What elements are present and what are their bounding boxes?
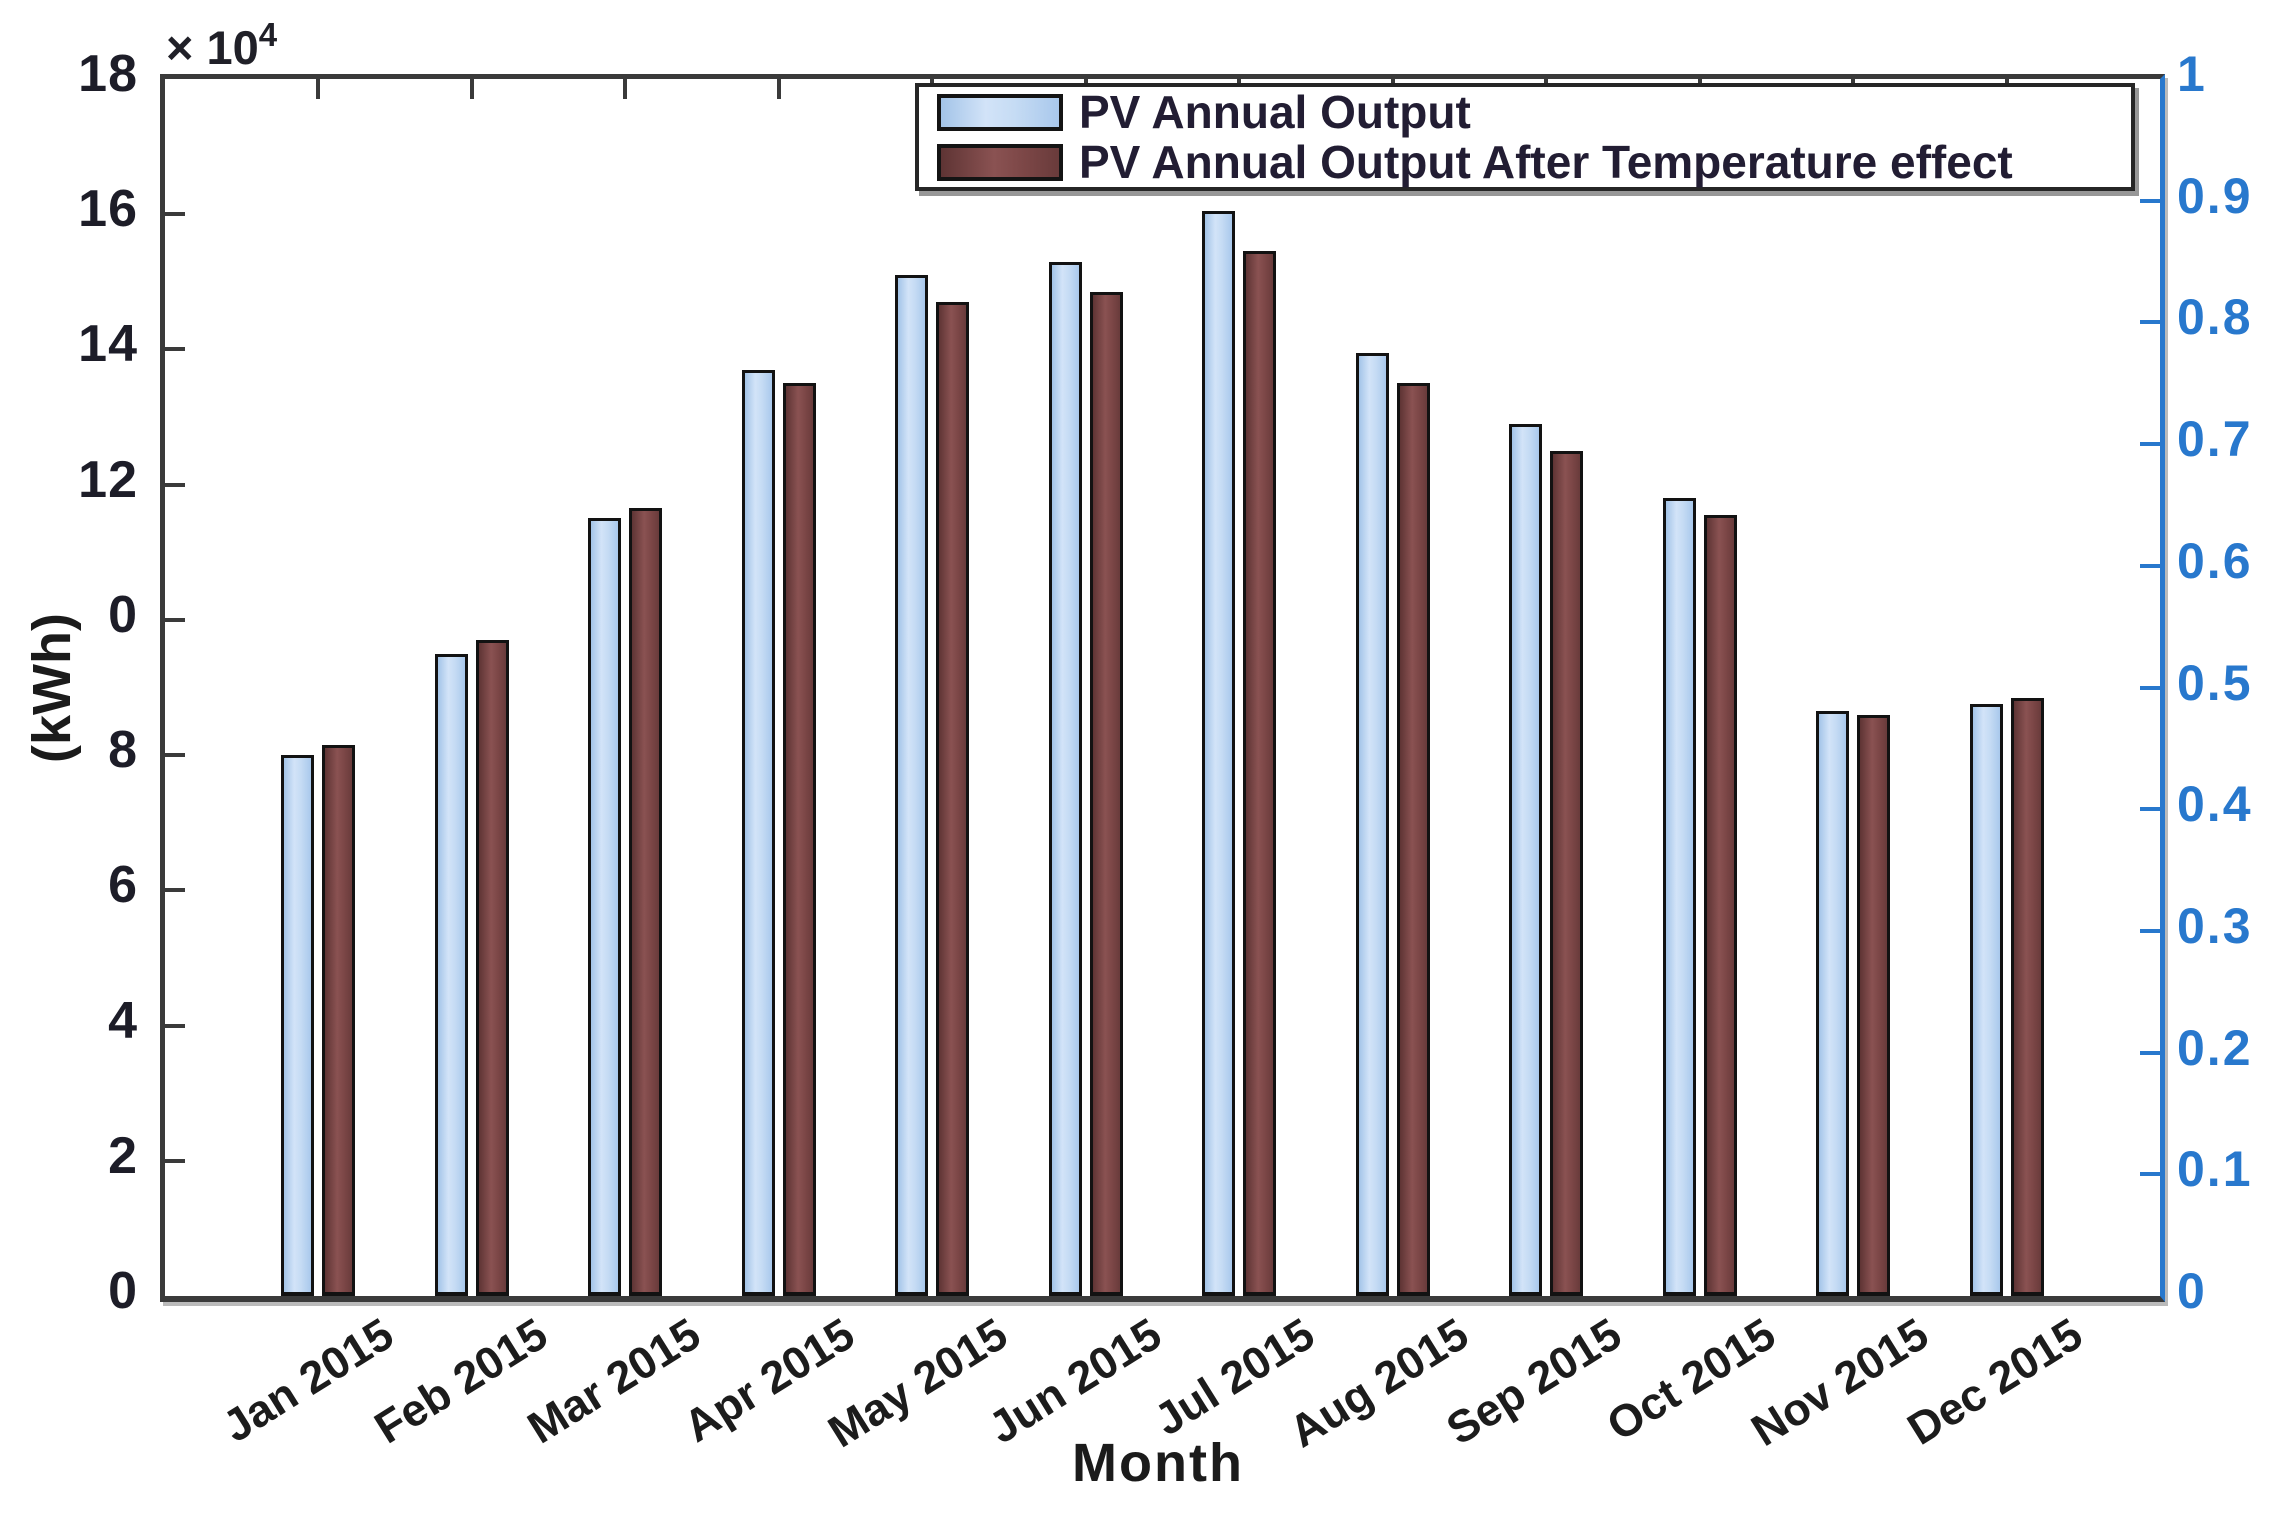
legend-item-1: PV Annual Output After Temperature effec… bbox=[937, 136, 2131, 188]
x-axis-title: Month bbox=[1072, 1433, 1244, 1493]
bar-after-temp-apr-2015 bbox=[782, 383, 816, 1296]
x-tick-label-apr-2015: Apr 2015 bbox=[674, 1308, 863, 1452]
y-tick-mark-right bbox=[2140, 928, 2161, 933]
y-tick-label-left-0: 18 bbox=[78, 45, 138, 103]
bar-pv-output-may-2015 bbox=[895, 275, 929, 1296]
bar-after-temp-dec-2015 bbox=[2010, 697, 2044, 1296]
x-tick-label-sep-2015: Sep 2015 bbox=[1437, 1308, 1631, 1455]
y-tick-mark-right bbox=[2140, 1172, 2161, 1177]
y-tick-mark-left bbox=[164, 888, 185, 893]
left-axis-multiplier: × 104 bbox=[166, 16, 277, 75]
legend-label-pv-annual-output: PV Annual Output bbox=[1079, 86, 1471, 138]
legend-swatch-pv-annual-output-after-temperature-effect bbox=[937, 143, 1063, 181]
x-tick-mark-top bbox=[316, 78, 321, 99]
y-tick-mark-right bbox=[2140, 685, 2161, 690]
bar-pv-output-jun-2015 bbox=[1048, 261, 1082, 1296]
x-tick-label-mar-2015: Mar 2015 bbox=[519, 1308, 710, 1454]
bar-after-temp-mar-2015 bbox=[629, 508, 663, 1296]
y-tick-label-right-9: 0.1 bbox=[2177, 1141, 2253, 1198]
y-tick-mark-right bbox=[2140, 1050, 2161, 1055]
plot-area bbox=[160, 74, 2165, 1302]
y-tick-label-left-3: 12 bbox=[78, 450, 138, 509]
bar-pv-output-jul-2015 bbox=[1202, 210, 1236, 1296]
multiplier-base: 10 bbox=[206, 21, 259, 74]
bar-pv-output-feb-2015 bbox=[434, 653, 468, 1296]
y-tick-label-left-9: 0 bbox=[108, 1262, 138, 1320]
y-tick-mark-left bbox=[164, 1158, 185, 1163]
bar-after-temp-nov-2015 bbox=[1857, 714, 1891, 1296]
y-tick-mark-right bbox=[2140, 320, 2161, 325]
x-tick-label-jan-2015: Jan 2015 bbox=[214, 1308, 403, 1453]
bar-after-temp-jun-2015 bbox=[1089, 291, 1123, 1296]
bar-after-temp-aug-2015 bbox=[1396, 383, 1430, 1296]
bar-after-temp-jul-2015 bbox=[1243, 251, 1277, 1296]
bar-pv-output-mar-2015 bbox=[588, 518, 622, 1296]
bar-after-temp-sep-2015 bbox=[1550, 450, 1584, 1296]
y-tick-mark-right bbox=[2140, 198, 2161, 203]
y-tick-label-right-10: 0 bbox=[2177, 1263, 2207, 1319]
x-tick-label-nov-2015: Nov 2015 bbox=[1742, 1308, 1938, 1456]
y-tick-mark-left bbox=[164, 753, 185, 758]
bar-after-temp-feb-2015 bbox=[475, 640, 509, 1296]
bar-pv-output-apr-2015 bbox=[741, 369, 775, 1296]
legend-label-pv-annual-output-after-temperature-effect: PV Annual Output After Temperature effec… bbox=[1079, 136, 2013, 188]
bar-pv-output-jan-2015 bbox=[281, 755, 315, 1296]
bar-after-temp-oct-2015 bbox=[1703, 515, 1737, 1296]
y-tick-label-left-4: 0 bbox=[108, 585, 138, 644]
y-tick-mark-right bbox=[2140, 807, 2161, 812]
y-tick-label-right-1: 0.9 bbox=[2177, 167, 2253, 224]
legend: PV Annual Output PV Annual Output After T… bbox=[915, 83, 2135, 191]
bar-pv-output-sep-2015 bbox=[1509, 423, 1543, 1296]
y-tick-mark-left bbox=[164, 482, 185, 487]
y-tick-mark-right bbox=[2140, 442, 2161, 447]
y-tick-label-left-1: 16 bbox=[78, 180, 138, 239]
y-tick-mark-left bbox=[164, 212, 185, 217]
bar-pv-output-dec-2015 bbox=[1969, 704, 2003, 1296]
x-tick-label-feb-2015: Feb 2015 bbox=[365, 1308, 556, 1454]
y-tick-label-left-6: 6 bbox=[108, 856, 138, 915]
bar-pv-output-aug-2015 bbox=[1355, 352, 1389, 1296]
bar-pv-output-oct-2015 bbox=[1662, 498, 1696, 1296]
multiplier-times: × bbox=[166, 21, 194, 74]
legend-item-0: PV Annual Output bbox=[937, 86, 2131, 138]
y-tick-label-right-6: 0.4 bbox=[2177, 776, 2253, 833]
legend-swatch-pv-annual-output bbox=[937, 93, 1063, 131]
y-tick-label-right-5: 0.5 bbox=[2177, 654, 2253, 711]
x-tick-label-oct-2015: Oct 2015 bbox=[1597, 1308, 1784, 1451]
y-tick-label-right-8: 0.2 bbox=[2177, 1019, 2253, 1076]
x-tick-mark-top bbox=[776, 78, 781, 99]
x-tick-mark-top bbox=[469, 78, 474, 99]
y-tick-label-right-0: 1 bbox=[2177, 46, 2207, 102]
y-tick-label-left-7: 4 bbox=[108, 991, 138, 1050]
y-tick-label-right-3: 0.7 bbox=[2177, 411, 2253, 468]
y-tick-label-left-5: 8 bbox=[108, 721, 138, 780]
left-axis-title: (kWh) bbox=[22, 613, 82, 763]
x-tick-label-dec-2015: Dec 2015 bbox=[1898, 1308, 2091, 1455]
y-tick-mark-right bbox=[2140, 563, 2161, 568]
x-tick-mark-top bbox=[623, 78, 628, 99]
y-tick-mark-left bbox=[164, 347, 185, 352]
y-tick-label-right-7: 0.3 bbox=[2177, 897, 2253, 954]
y-tick-label-right-2: 0.8 bbox=[2177, 289, 2253, 346]
y-tick-mark-left bbox=[164, 1023, 185, 1028]
bar-after-temp-jan-2015 bbox=[322, 744, 356, 1296]
y-tick-mark-left bbox=[164, 617, 185, 622]
bar-pv-output-nov-2015 bbox=[1816, 711, 1850, 1296]
multiplier-exponent: 4 bbox=[258, 16, 278, 53]
y-tick-label-left-2: 14 bbox=[78, 315, 138, 374]
bar-after-temp-may-2015 bbox=[936, 302, 970, 1296]
y-tick-label-left-8: 2 bbox=[108, 1126, 138, 1185]
y-tick-label-right-4: 0.6 bbox=[2177, 532, 2253, 589]
